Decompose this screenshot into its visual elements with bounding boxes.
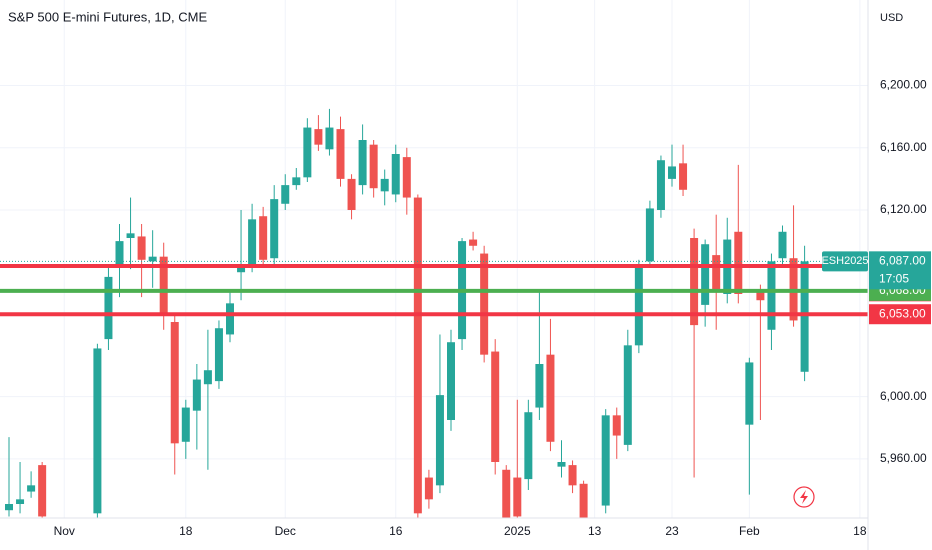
candle-body: [767, 261, 776, 330]
candle-body: [612, 415, 621, 436]
candle-body: [402, 157, 411, 198]
candle-body: [148, 256, 157, 262]
candle-body: [192, 379, 201, 411]
x-tick-label: Dec: [275, 524, 296, 538]
candle-body: [170, 322, 179, 444]
y-tick-label: 6,200.00: [880, 78, 927, 92]
candle-body: [524, 412, 533, 480]
candle-body: [800, 261, 809, 372]
x-tick-label: 16: [389, 524, 403, 538]
x-tick-label: 13: [588, 524, 602, 538]
candle-body: [645, 208, 654, 262]
candle-body: [336, 129, 345, 179]
candle-body: [314, 129, 323, 145]
symbol-box: [822, 251, 868, 272]
candle-body: [546, 354, 555, 442]
countdown-label: 17:05: [879, 272, 909, 286]
candle-body: [203, 370, 212, 385]
candle-body: [668, 166, 676, 179]
candle-body: [214, 328, 223, 382]
candle-body: [248, 219, 257, 268]
y-tick-label: 6,000.00: [880, 389, 927, 403]
candle-body: [557, 462, 566, 467]
plot: [0, 108, 868, 518]
candle-body: [259, 216, 268, 260]
axes: 5,960.00 6,000.00 6,120.00 6,160.00 6,200.00…: [0, 78, 931, 538]
candle-body: [413, 197, 422, 514]
candle-body: [634, 264, 643, 346]
currency: USD: [880, 12, 903, 24]
candle-body: [701, 244, 710, 305]
last-price-box: [869, 251, 931, 290]
candle-body: [579, 483, 588, 518]
candle-body: [137, 236, 146, 260]
candle-body: [292, 177, 301, 186]
candle-body: [325, 127, 334, 150]
candle-body: [16, 499, 25, 504]
candle-body: [502, 469, 511, 518]
candle-body: [126, 233, 135, 238]
candle-body: [690, 238, 699, 326]
candle-body: [226, 303, 234, 335]
candle-body: [756, 289, 765, 301]
candle-body: [159, 256, 168, 315]
candle-body: [281, 185, 290, 204]
candle-body: [778, 231, 787, 259]
candle-body: [237, 267, 246, 273]
candle-body: [270, 199, 279, 259]
candle-body: [5, 504, 13, 511]
y-tick-label: 6,120.00: [880, 202, 927, 216]
chart-title: S&P 500 E-mini Futures, 1D, CME: [8, 9, 207, 24]
candle-body: [358, 140, 367, 186]
candle-body: [535, 364, 544, 408]
candle-body: [27, 485, 36, 492]
candle-body: [447, 342, 455, 420]
y-tick-label: 6,160.00: [880, 140, 927, 154]
alert-bolt: [800, 490, 808, 504]
candle-body: [601, 415, 610, 506]
level-label: 6,053.00: [879, 306, 926, 320]
candle-body: [347, 178, 356, 210]
candle-body: [104, 276, 113, 340]
alert-icon[interactable]: [793, 486, 815, 508]
candle-body: [480, 253, 489, 355]
candle-body: [469, 239, 478, 246]
candle-body: [623, 345, 632, 445]
level-label-box: [869, 304, 931, 325]
candle-body: [380, 178, 389, 192]
candle-body: [369, 144, 378, 189]
candle-body: [712, 255, 721, 291]
candle-body: [424, 477, 433, 500]
candle-body: [435, 395, 444, 486]
candle-body: [568, 465, 577, 486]
last-price-label: 6,087.00: [879, 254, 926, 268]
candle-body: [734, 231, 743, 294]
x-tick-label: 18: [853, 524, 867, 538]
x-tick-label: 23: [665, 524, 679, 538]
x-tick-label: 18: [179, 524, 193, 538]
x-tick-label: Nov: [54, 524, 75, 538]
candle-body: [391, 154, 400, 195]
y-tick-label: 5,960.00: [880, 451, 927, 465]
candle-body: [181, 407, 190, 442]
candle-body: [115, 241, 124, 268]
candle-body: [656, 160, 665, 210]
candle-body: [745, 362, 754, 425]
candle-body: [491, 351, 500, 462]
x-tick-label: Feb: [739, 524, 760, 538]
candle-body: [93, 348, 102, 514]
candle-body: [38, 465, 47, 517]
candle-body: [679, 163, 688, 190]
symbol-label: ESH2025: [821, 255, 868, 267]
x-tick-label: 2025: [504, 524, 531, 538]
candle-body: [303, 127, 312, 178]
candle-body: [513, 477, 522, 517]
